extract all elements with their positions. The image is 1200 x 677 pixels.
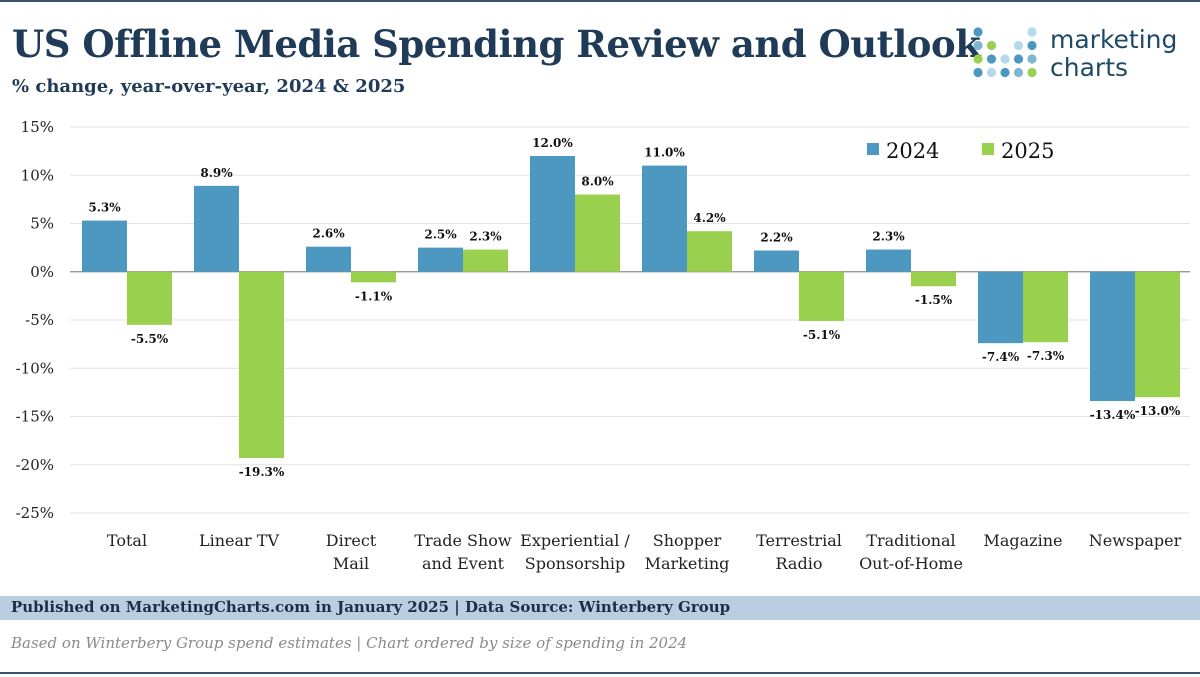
logo-line-1: marketing (1050, 25, 1178, 54)
bar-2024 (866, 249, 911, 272)
bar-2024 (194, 185, 239, 272)
bar-2024 (642, 165, 687, 272)
y-tick-label: 10% (21, 166, 54, 184)
data-label: 2.6% (312, 227, 345, 241)
bar-2025 (351, 271, 396, 283)
x-category-label: Terrestrial (756, 531, 842, 550)
data-label: -5.5% (131, 332, 169, 346)
data-label: -19.3% (239, 465, 285, 479)
y-tick-label: 0% (30, 263, 54, 281)
published-source-line: Published on MarketingCharts.com in Janu… (11, 598, 731, 616)
bar-2025 (463, 249, 508, 272)
data-label: 2.2% (760, 231, 793, 245)
bar-2025 (239, 271, 284, 458)
logo-dot (1027, 67, 1037, 78)
y-tick-label: 5% (30, 215, 54, 233)
data-label: 4.2% (693, 211, 726, 225)
logo-dot (1027, 40, 1037, 51)
x-category-label: Mail (333, 554, 369, 573)
data-label: -7.3% (1027, 349, 1065, 363)
chart-title: US Offline Media Spending Review and Out… (12, 22, 981, 66)
bar-2025 (687, 231, 732, 272)
x-category-label: Marketing (645, 554, 730, 573)
chart-subtitle: % change, year-over-year, 2024 & 2025 (12, 76, 406, 97)
bar-2025 (575, 194, 620, 272)
logo-dot (1013, 40, 1024, 51)
data-label: 12.0% (532, 136, 573, 150)
data-label: 8.9% (200, 166, 233, 180)
data-label: -5.1% (803, 328, 841, 342)
x-category-label: Shopper (653, 531, 722, 550)
logo-dot (1027, 54, 1037, 64)
methodology-note: Based on Winterbery Group spend estimate… (11, 634, 688, 652)
bar-2024 (306, 246, 351, 272)
x-category-label: Trade Show (414, 531, 512, 550)
logo-dot (1000, 67, 1010, 78)
x-category-label: and Event (422, 554, 505, 573)
data-label: 2.3% (872, 230, 905, 244)
x-category-label: Experiential / (520, 531, 630, 550)
legend-label-2024: 2024 (886, 139, 939, 163)
data-label: 2.5% (424, 228, 457, 242)
x-category-label: Traditional (866, 531, 955, 550)
y-tick-label: -15% (16, 408, 54, 426)
logo-dot (1013, 67, 1024, 78)
bar-2025 (799, 271, 844, 321)
logo-dot (973, 40, 983, 51)
x-category-label: Magazine (983, 531, 1062, 550)
y-tick-label: -20% (16, 456, 54, 474)
logo-dot (1027, 27, 1037, 37)
data-label: 8.0% (581, 175, 614, 189)
data-label: -7.4% (982, 350, 1020, 364)
data-label: -13.4% (1090, 408, 1136, 422)
logo-dot (973, 54, 983, 64)
x-category-label: Out-of-Home (859, 554, 963, 573)
data-label: 2.3% (469, 230, 502, 244)
y-tick-label: 15% (21, 118, 54, 136)
logo-line-2: charts (1050, 53, 1129, 82)
bar-2024 (82, 220, 127, 272)
logo-dot (1000, 54, 1010, 64)
legend-swatch-2024 (867, 143, 879, 155)
bottom-border (0, 672, 1200, 674)
data-label: 11.0% (644, 146, 685, 160)
logo-dot (986, 67, 997, 78)
legend-swatch-2025 (982, 143, 994, 155)
bar-2025 (911, 271, 956, 287)
bar-2025 (1023, 271, 1068, 343)
logo-dot (973, 27, 983, 37)
bar-2025 (1135, 271, 1180, 398)
x-category-label: Total (107, 531, 147, 550)
bar-chart: 15% 10% 5% 0% -5% -10% -15% -20% -25% 5.3% -5.5% To… (16, 118, 1190, 573)
bar-2024 (754, 250, 799, 272)
data-label: -1.1% (355, 289, 393, 303)
footer-bar (0, 596, 1200, 620)
x-category-label: Sponsorship (525, 554, 626, 573)
bar-2024 (978, 271, 1023, 344)
x-category-label: Newspaper (1089, 531, 1182, 550)
logo-dot (986, 40, 997, 51)
marketingcharts-logo: marketing charts (972, 26, 1192, 86)
y-tick-label: -25% (16, 504, 54, 522)
y-tick-label: -10% (16, 359, 54, 377)
logo-dots-icon (973, 27, 1037, 78)
bar-2024 (1090, 271, 1135, 402)
top-border (0, 0, 1200, 2)
bar-2025 (127, 271, 172, 325)
y-tick-label: -5% (25, 311, 54, 329)
x-category-label: Linear TV (199, 531, 279, 550)
data-label: -1.5% (915, 293, 953, 307)
data-label: -13.0% (1135, 404, 1181, 418)
bar-2024 (530, 155, 575, 272)
logo-dot (1013, 54, 1024, 64)
x-category-label: Radio (776, 554, 823, 573)
logo-dot (973, 67, 983, 78)
x-category-label: Direct (326, 531, 377, 550)
logo-wordmark: marketing charts (1050, 26, 1177, 82)
data-label: 5.3% (88, 201, 121, 215)
bar-2024 (418, 247, 463, 272)
legend-label-2025: 2025 (1001, 139, 1054, 163)
logo-dot (986, 54, 997, 64)
